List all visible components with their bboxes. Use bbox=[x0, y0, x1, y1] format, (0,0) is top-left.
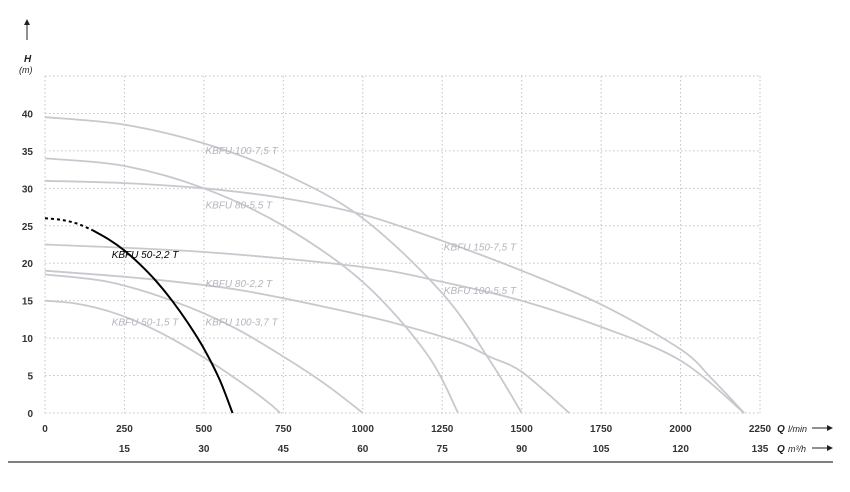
y-tick-label: 20 bbox=[22, 259, 34, 270]
y-tick-label: 25 bbox=[22, 222, 34, 233]
pump-curves bbox=[44, 116, 745, 414]
y-tick-label: 5 bbox=[27, 372, 33, 383]
x2-tick-label: 135 bbox=[752, 444, 769, 455]
x-tick-label: 1000 bbox=[352, 424, 375, 435]
y-tick-label: 40 bbox=[22, 109, 34, 120]
y-axis-unit: (m) bbox=[19, 65, 33, 75]
y-tick-label: 10 bbox=[22, 334, 34, 345]
curve-labels: KBFU 100-7,5 T KBFU 80-5,5 T KBFU 150-7,5 … bbox=[112, 146, 517, 328]
x-tick-label: 1750 bbox=[590, 424, 613, 435]
x2-tick-label: 120 bbox=[672, 444, 689, 455]
curve-kbfu-150-7-5-t bbox=[44, 179, 745, 414]
curve-kbfu-80-5-5-t bbox=[44, 157, 459, 414]
x-tick-label: 0 bbox=[42, 424, 48, 435]
x-axis-unit: l/min bbox=[788, 424, 807, 434]
x-axis-arrowhead-icon bbox=[827, 425, 833, 431]
curve-label: KBFU 50-1,5 T bbox=[112, 317, 180, 328]
y-tick-label: 0 bbox=[27, 409, 33, 420]
x-tick-label: 250 bbox=[116, 424, 133, 435]
curve-kbfu-50-2-2-t bbox=[92, 229, 234, 414]
curve-kbfu-100-5-5-t bbox=[44, 243, 745, 414]
x2-tick-label: 60 bbox=[357, 444, 369, 455]
curve-label: KBFU 100-3,7 T bbox=[205, 317, 278, 328]
curve-label: KBFU 80-5,5 T bbox=[205, 201, 273, 212]
x-tick-label: 1250 bbox=[431, 424, 454, 435]
x-tick-label: 500 bbox=[196, 424, 213, 435]
curve-kbfu-100-7-5-t bbox=[44, 116, 523, 414]
x2-tick-label: 75 bbox=[437, 444, 449, 455]
y-tick-label: 35 bbox=[22, 147, 34, 158]
curve-label: KBFU 50-2,2 T bbox=[112, 250, 180, 261]
curve-label: KBFU 150-7,5 T bbox=[444, 242, 517, 253]
x2-axis-unit: m³/h bbox=[788, 444, 806, 454]
x2-axis-arrowhead-icon bbox=[827, 445, 833, 451]
y-axis-title: H bbox=[24, 54, 32, 65]
x2-tick-label: 30 bbox=[198, 444, 210, 455]
y-tick-labels: 0 5 10 15 20 25 30 35 40 bbox=[22, 109, 34, 420]
curve-label: KBFU 80-2,2 T bbox=[205, 279, 273, 290]
x2-axis-title: Q bbox=[777, 444, 785, 455]
x2-tick-label: 45 bbox=[278, 444, 290, 455]
y-tick-label: 30 bbox=[22, 184, 34, 195]
curve-kbfu-50-2-2-t-dashed bbox=[44, 217, 94, 232]
x-tick-labels: 0 250 500 750 1000 1250 1500 1750 2000 2250 bbox=[42, 424, 771, 435]
y-tick-label: 15 bbox=[22, 297, 34, 308]
y-axis-arrowhead-icon bbox=[24, 19, 30, 25]
x-tick-label: 2250 bbox=[749, 424, 772, 435]
curve-label: KBFU 100-5,5 T bbox=[444, 286, 517, 297]
x-axis-title: Q bbox=[777, 424, 785, 435]
curve-label: KBFU 100-7,5 T bbox=[205, 146, 278, 157]
x2-tick-label: 15 bbox=[119, 444, 131, 455]
x-tick-label: 1500 bbox=[511, 424, 534, 435]
x2-tick-label: 90 bbox=[516, 444, 528, 455]
x-tick-label: 2000 bbox=[669, 424, 692, 435]
curve-kbfu-80-2-2-t bbox=[44, 273, 364, 414]
grid bbox=[44, 75, 761, 414]
x-tick-label: 750 bbox=[275, 424, 292, 435]
curve-kbfu-50-1-5-t bbox=[44, 299, 281, 414]
x2-tick-label: 105 bbox=[593, 444, 610, 455]
x2-tick-labels: 15 30 45 60 75 90 105 120 135 bbox=[119, 444, 769, 455]
